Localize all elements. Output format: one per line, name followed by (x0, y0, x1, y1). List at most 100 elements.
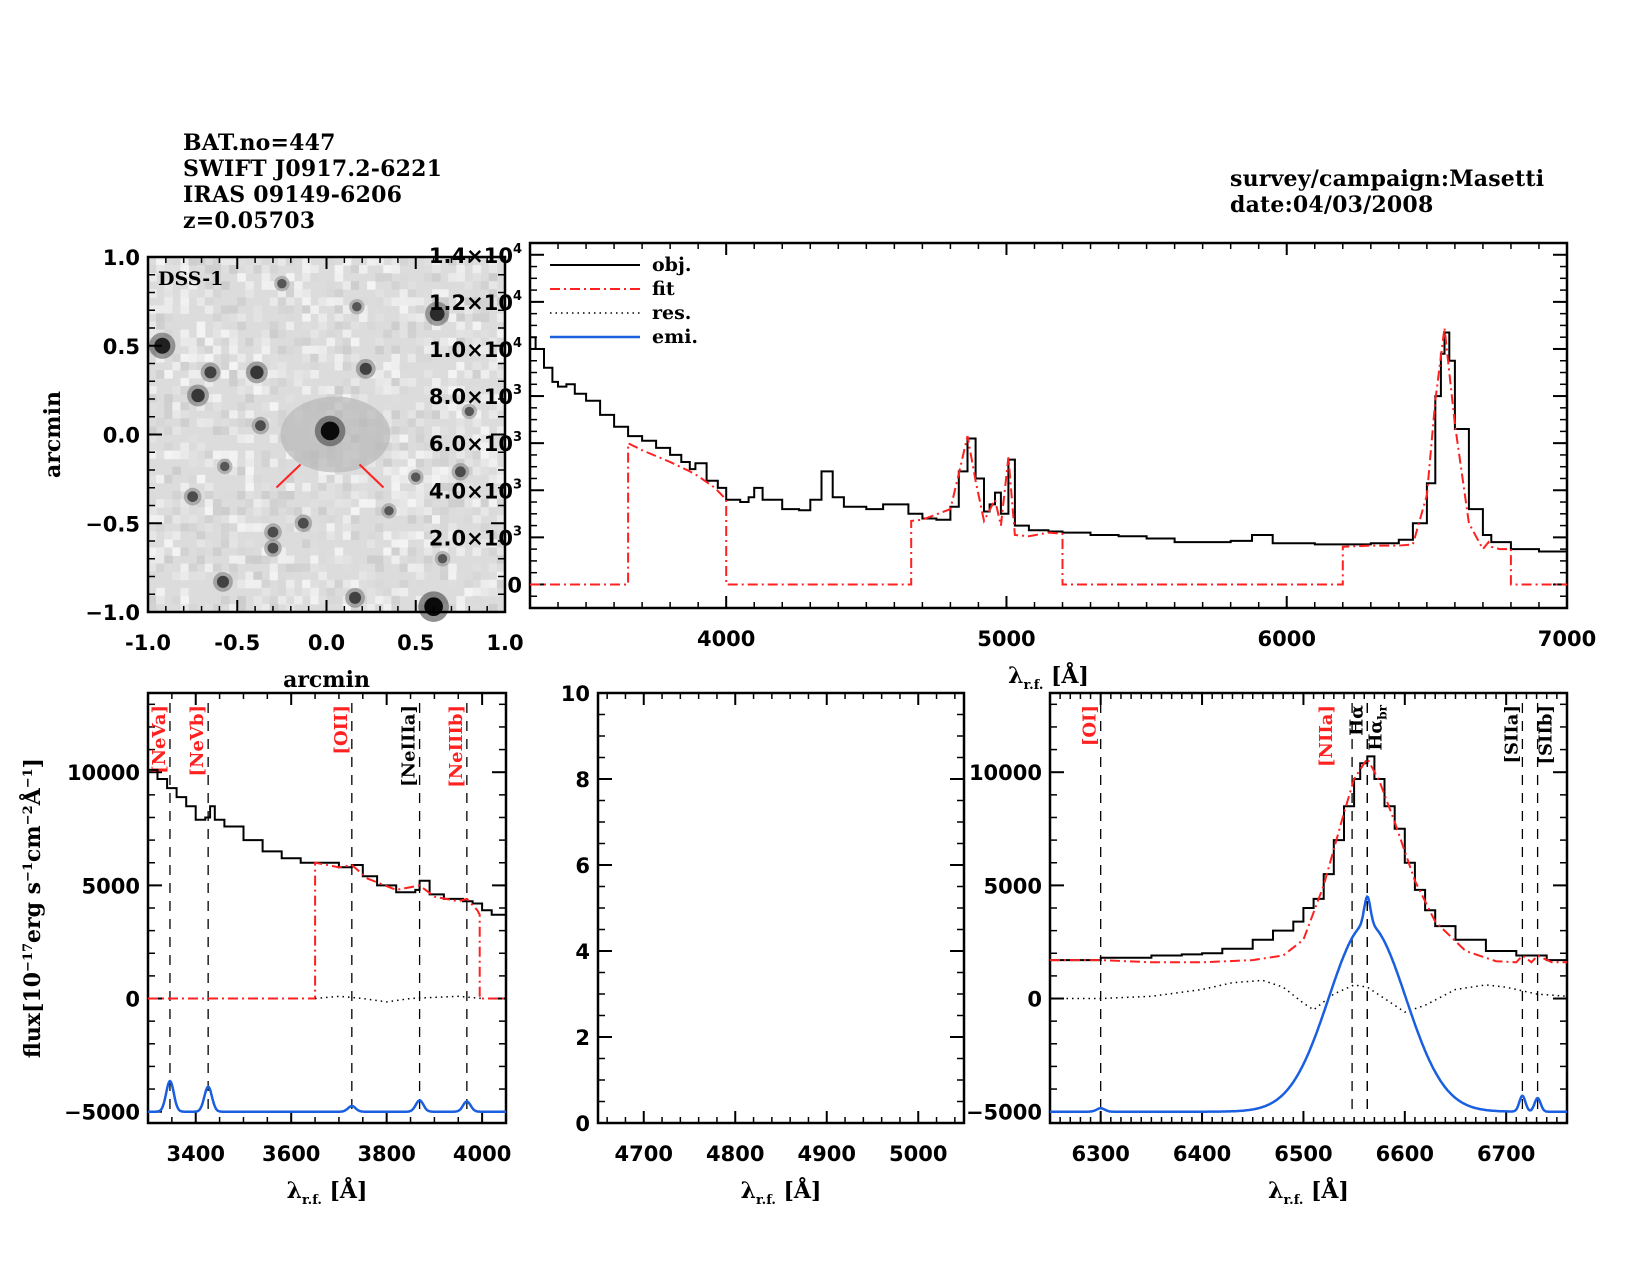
image-pixel (399, 579, 409, 589)
image-pixel (261, 579, 271, 589)
series-obj (530, 331, 1568, 553)
image-pixel (269, 378, 279, 387)
image-pixel (302, 353, 311, 363)
image-pixel (164, 450, 173, 460)
image-pixel (326, 555, 336, 565)
image-pixel (431, 531, 441, 540)
image-pixel (302, 257, 311, 266)
image-pixel (229, 418, 238, 427)
star-source (454, 466, 466, 478)
image-pixel (261, 281, 271, 290)
image-pixel (302, 369, 311, 379)
image-pixel (367, 281, 376, 290)
image-pixel (472, 434, 482, 444)
image-pixel (391, 321, 401, 331)
line-label: Hα (1346, 705, 1367, 736)
image-pixel (358, 571, 368, 581)
image-pixel (294, 474, 303, 484)
image-pixel (188, 603, 198, 613)
image-pixel (358, 281, 368, 290)
image-pixel (285, 547, 295, 557)
image-pixel (245, 515, 254, 524)
image-pixel (456, 361, 465, 371)
image-pixel (456, 337, 465, 347)
image-pixel (204, 402, 214, 411)
image-pixel (399, 321, 409, 331)
image-pixel (496, 369, 506, 379)
image-pixel (383, 402, 392, 411)
image-pixel (229, 369, 238, 379)
image-pixel (423, 353, 433, 363)
image-pixel (334, 297, 344, 306)
image-pixel (302, 579, 311, 589)
image-pixel (261, 329, 271, 339)
image-pixel (358, 490, 368, 500)
x-tick-label: 1.0 (486, 631, 523, 655)
image-pixel (172, 450, 181, 460)
image-pixel (245, 378, 254, 387)
image-pixel (148, 434, 157, 444)
image-pixel (302, 289, 311, 298)
image-pixel (448, 482, 457, 492)
image-pixel (431, 490, 441, 500)
image-pixel (480, 450, 490, 460)
image-pixel (472, 361, 482, 371)
y-tick-label: 5000 (984, 874, 1042, 898)
image-pixel (391, 482, 401, 492)
image-pixel (261, 587, 271, 597)
image-pixel (383, 595, 392, 605)
image-pixel (488, 458, 498, 468)
image-pixel (488, 571, 498, 581)
image-pixel (172, 474, 181, 484)
star-source (384, 506, 394, 516)
image-pixel (318, 321, 327, 331)
image-pixel (496, 474, 506, 484)
image-pixel (318, 515, 327, 524)
image-pixel (367, 321, 376, 331)
image-pixel (269, 434, 279, 444)
image-pixel (399, 378, 409, 387)
star-source (187, 491, 199, 503)
image-pixel (431, 466, 441, 476)
image-pixel (407, 313, 417, 323)
image-pixel (180, 563, 190, 573)
image-pixel (496, 539, 506, 548)
image-pixel (180, 603, 190, 613)
image-pixel (448, 474, 457, 484)
image-pixel (326, 289, 336, 298)
image-pixel (261, 402, 271, 411)
image-pixel (440, 337, 449, 347)
image-pixel (423, 273, 433, 282)
image-pixel (229, 466, 238, 476)
image-pixel (277, 555, 287, 565)
image-pixel (431, 297, 441, 306)
image-pixel (431, 386, 441, 395)
image-pixel (237, 321, 246, 331)
image-pixel (480, 523, 490, 532)
image-pixel (423, 297, 433, 306)
image-pixel (180, 442, 190, 452)
image-pixel (464, 394, 474, 403)
image-pixel (188, 587, 198, 597)
series-obj (148, 768, 506, 916)
image-pixel (350, 337, 360, 347)
image-pixel (212, 273, 222, 282)
image-pixel (431, 265, 441, 274)
image-pixel (488, 547, 498, 557)
image-pixel (472, 539, 482, 548)
image-pixel (440, 571, 449, 581)
image-pixel (212, 321, 222, 331)
image-pixel (188, 281, 198, 290)
image-pixel (415, 450, 425, 460)
image-pixel (334, 595, 344, 605)
image-pixel (456, 507, 465, 516)
image-survey-label: DSS-1 (158, 268, 223, 290)
image-pixel (350, 515, 360, 524)
x-tick-label: 5000 (977, 627, 1035, 651)
image-pixel (285, 281, 295, 290)
image-pixel (156, 515, 165, 524)
image-pixel (407, 507, 417, 516)
image-pixel (310, 265, 319, 274)
image-pixel (188, 563, 198, 573)
image-pixel (156, 523, 165, 532)
